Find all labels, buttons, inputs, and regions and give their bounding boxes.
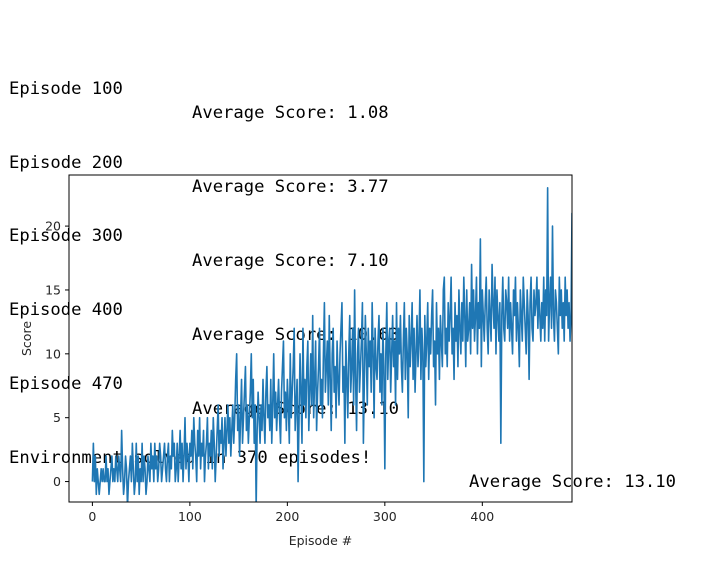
y-tick-label: 0 — [53, 474, 61, 489]
log-average-score: Average Score: 1.08 — [192, 103, 389, 124]
x-tick-label: 200 — [275, 509, 299, 524]
log-average-score: Average Score: 3.77 — [192, 177, 389, 198]
y-tick-label: 5 — [53, 410, 61, 425]
x-tick-label: 300 — [373, 509, 397, 524]
log-episode: Episode 400 — [9, 300, 123, 321]
x-tick-label: 400 — [470, 509, 494, 524]
log-episode: Episode 470 — [9, 373, 123, 394]
series-line-1 — [91, 186, 572, 502]
log-average-score: Average Score: 7.10 — [192, 250, 389, 271]
x-tick-label: 100 — [178, 509, 202, 524]
x-tick-label: 0 — [88, 509, 96, 524]
y-tick-label: 10 — [45, 346, 61, 361]
log-episode: Episode 200 — [9, 152, 123, 173]
log-episode: Episode 100 — [9, 78, 123, 99]
y-tick-label: 15 — [45, 282, 61, 297]
log-episode: Episode 300 — [9, 226, 123, 247]
y-tick-label: 20 — [45, 219, 61, 234]
log-line-3: Episode 300 Average Score: 7.10 — [9, 200, 709, 271]
y-axis-label: Score — [19, 321, 34, 356]
solved-average-score: Average Score: 13.10 — [469, 472, 676, 493]
plot-frame — [68, 174, 573, 503]
log-line-2: Episode 200 Average Score: 3.77 — [9, 126, 709, 198]
x-axis-label: Episode # — [289, 533, 353, 548]
log-line-1: Episode 100 Average Score: 1.08 — [9, 52, 709, 124]
